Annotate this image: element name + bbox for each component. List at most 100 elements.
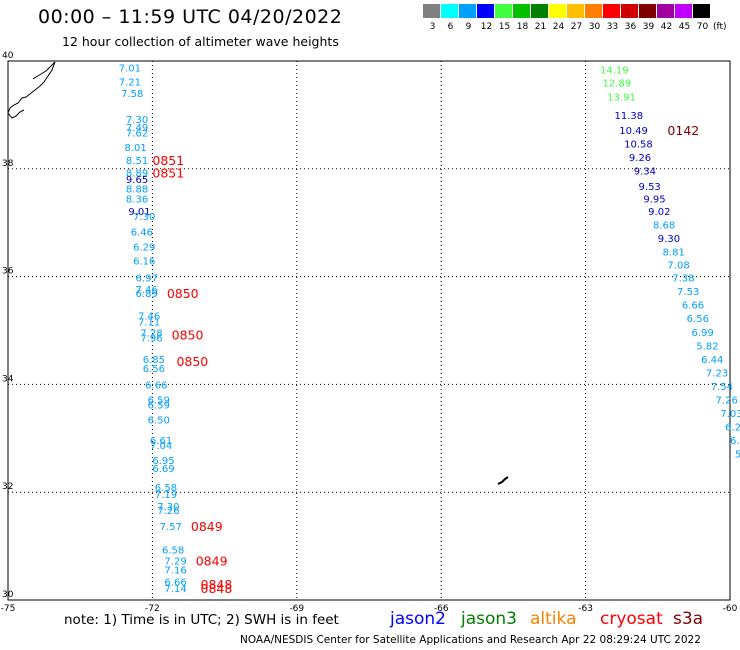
legend-swatch (567, 4, 584, 18)
wave-height-label: 6.61 (150, 436, 172, 447)
legend-swatch (693, 4, 710, 18)
wave-height-label: 10.58 (624, 139, 653, 150)
wave-height-label: 13.91 (607, 93, 636, 104)
wave-height-label: 7.03 (720, 409, 740, 420)
wave-height-label: 6.16 (133, 256, 155, 267)
wave-height-label: 7.46 (136, 285, 158, 296)
legend-swatch (675, 4, 692, 18)
wave-height-label: 9.30 (658, 234, 680, 245)
lon-tick-label: -60 (723, 604, 738, 614)
footnote: note: 1) Time is in UTC; 2) SWH is in fe… (64, 612, 339, 628)
wave-height-label: 8.51 (126, 156, 148, 167)
wave-height-label: 6.29 (133, 242, 155, 253)
legend-label: 27 (570, 22, 583, 32)
wave-height-label: 7.53 (677, 287, 699, 298)
wave-height-label: 7.62 (126, 129, 148, 140)
wave-height-label: 7.54 (711, 382, 733, 393)
satellite-jason2: jason2 (390, 609, 446, 629)
wave-height-label: 7.30 (157, 502, 179, 513)
legend-swatch (657, 4, 674, 18)
wave-height-label: 6.56 (143, 364, 165, 375)
legend-label: 45 (678, 22, 691, 32)
wave-height-label: 7.49 (126, 123, 148, 134)
legend-label: 24 (552, 22, 565, 32)
lon-tick-label: -72 (145, 604, 160, 614)
wave-height-label: 6.44 (701, 355, 723, 366)
wave-height-label: 8.81 (663, 247, 685, 258)
lon-tick-label: -63 (578, 604, 593, 614)
wave-height-label: 11.38 (614, 111, 643, 122)
wave-height-label: 7.58 (121, 89, 143, 100)
wave-height-label: 9.34 (634, 166, 656, 177)
wave-height-label: 5.82 (696, 342, 718, 353)
credit-line: NOAA/NESDIS Center for Satellite Applica… (240, 634, 701, 646)
pass-time-label: 0848 (201, 581, 233, 596)
wave-height-label: 6.59 (148, 400, 170, 411)
legend-swatch (459, 4, 476, 18)
wave-height-label: 12.89 (602, 79, 631, 90)
wave-height-label: 6.66 (145, 380, 167, 391)
wave-height-label: 14.19 (600, 66, 629, 77)
map-frame (7, 60, 731, 601)
wave-height-label: 9.95 (643, 194, 665, 205)
pass-time-label: 0848 (201, 577, 233, 592)
legend-label: 39 (642, 22, 655, 32)
legend-swatch (549, 4, 566, 18)
wave-height-label: 6.31 (730, 436, 740, 447)
wave-height-label: 6.50 (148, 415, 170, 426)
lon-tick-label: -75 (1, 604, 16, 614)
pass-time-label: 0850 (172, 327, 204, 342)
wave-height-label: 8.68 (653, 220, 675, 231)
legend-swatch (477, 4, 494, 18)
map-title: 00:00 – 11:59 UTC 04/20/2022 (38, 6, 343, 28)
wave-height-label: 6.66 (164, 578, 186, 589)
wave-height-label: 7.11 (138, 317, 160, 328)
legend-swatch (441, 4, 458, 18)
legend-swatch (621, 4, 638, 18)
wave-height-label: 7.08 (667, 261, 689, 272)
legend-label: 6 (447, 22, 454, 32)
legend-label: 3 (429, 22, 436, 32)
lon-tick-label: -69 (289, 604, 304, 614)
wave-height-label: 6.58 (155, 483, 177, 494)
wave-height-label: 6.25 (725, 422, 740, 433)
legend-swatch (495, 4, 512, 18)
legend-label: 18 (516, 22, 529, 32)
wave-height-label: 5.18 (735, 449, 740, 460)
legend-unit: (ft) (713, 22, 727, 32)
pass-time-label: 0851 (152, 166, 184, 181)
wave-height-label: 7.19 (155, 490, 177, 501)
wave-height-label: 7.96 (140, 334, 162, 345)
wave-height-label: 6.59 (148, 395, 170, 406)
legend-label: 42 (660, 22, 673, 32)
wave-height-label: 6.85 (143, 355, 165, 366)
wave-height-label: 9.53 (639, 182, 661, 193)
wave-height-label: 6.89 (136, 289, 158, 300)
wave-height-label: 7.26 (716, 395, 738, 406)
wave-height-label: 7.46 (138, 311, 160, 322)
lat-tick-label: 32 (2, 482, 13, 492)
wave-height-label: 7.28 (140, 329, 162, 340)
wave-height-label: 8.01 (124, 143, 146, 154)
coastline (7, 61, 56, 119)
satellite-cryosat: cryosat (600, 609, 663, 629)
legend-swatch (531, 4, 548, 18)
wave-height-label: 6.95 (152, 456, 174, 467)
wave-height-label: 7.01 (119, 63, 141, 74)
wave-height-label: 7.26 (157, 506, 179, 517)
wave-height-label: 6.66 (682, 301, 704, 312)
pass-time-label: 0849 (191, 519, 223, 534)
legend-label: 33 (606, 22, 619, 32)
wave-height-label: 6.99 (691, 328, 713, 339)
wave-height-label: 9.01 (128, 207, 150, 218)
wave-height-label: 6.69 (152, 464, 174, 475)
legend-label: 21 (534, 22, 547, 32)
wave-height-label: 6.58 (162, 545, 184, 556)
wave-height-label: 7.14 (164, 584, 186, 595)
legend-swatch (423, 4, 440, 18)
wave-height-label: 6.46 (131, 227, 153, 238)
lat-tick-label: 40 (2, 51, 14, 61)
pass-time-label: 0850 (167, 286, 199, 301)
wave-height-label: 8.36 (126, 194, 148, 205)
wave-height-label: 7.30 (133, 212, 155, 223)
